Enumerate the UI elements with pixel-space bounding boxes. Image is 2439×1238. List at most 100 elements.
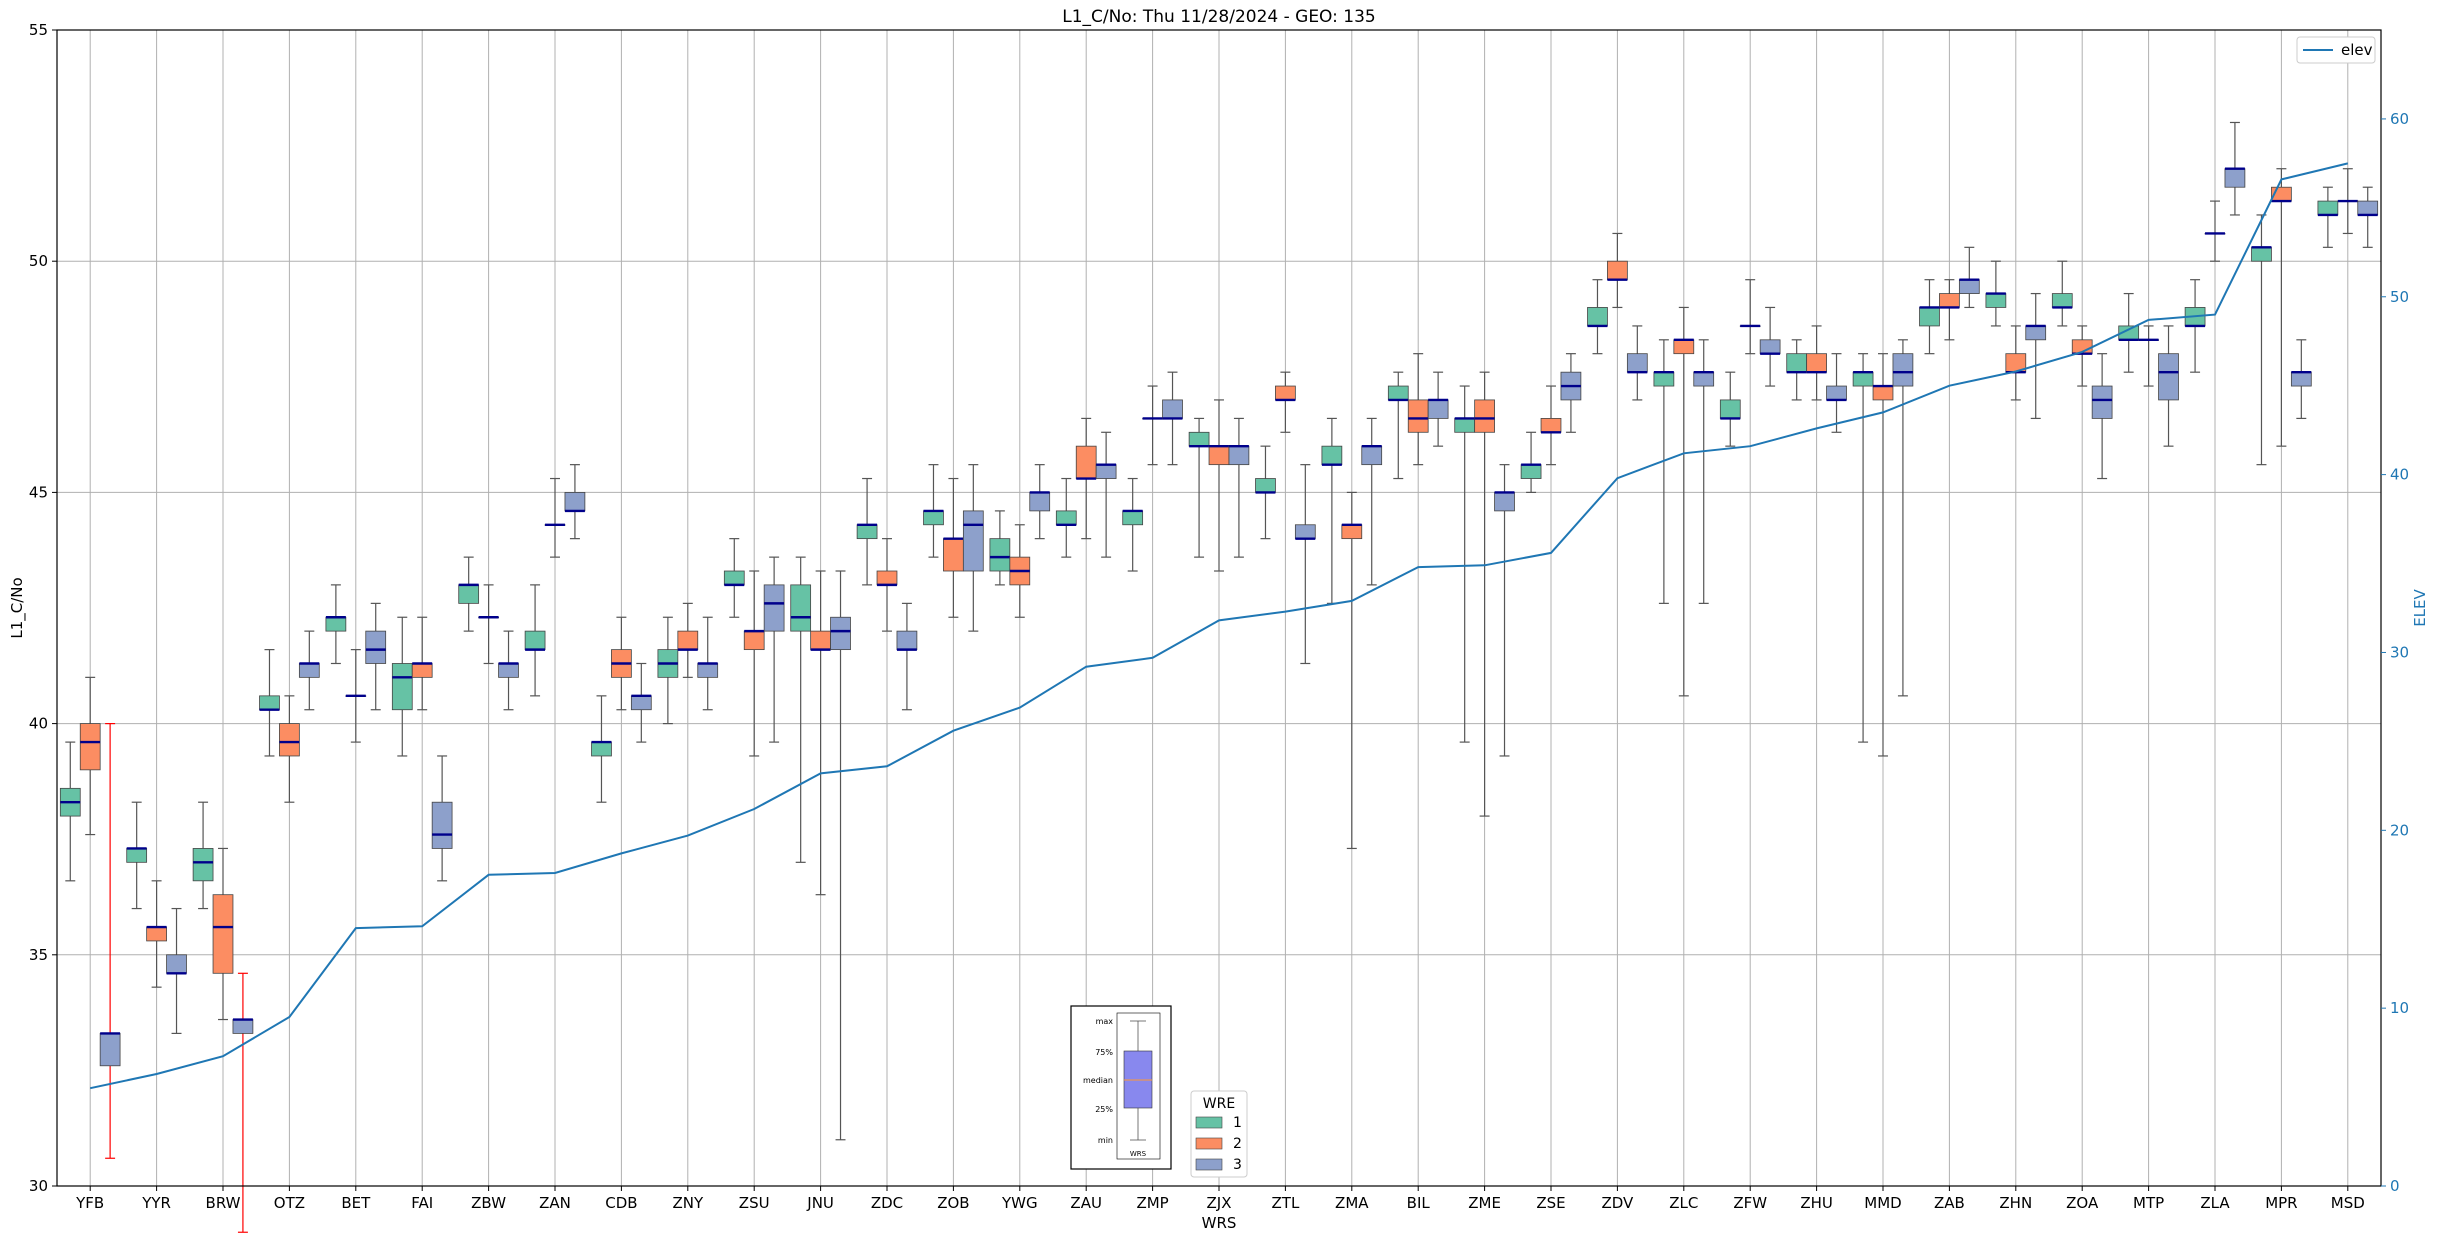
iqr-box (524, 630, 546, 651)
iqr-box (411, 663, 433, 678)
box-ZFW-wre2 (1739, 279, 1761, 355)
box-ZAN-wre3 (564, 464, 586, 540)
y2-tick-label: 0 (2390, 1177, 2400, 1195)
iqr-box (1919, 307, 1940, 327)
box-ZMA-wre2 (1341, 491, 1363, 850)
box-ZME-wre1 (1454, 385, 1476, 743)
iqr-box (298, 663, 320, 678)
x-tick-label: ZBW (471, 1194, 506, 1212)
x-tick-label: ZAU (1070, 1194, 1102, 1212)
y2-tick-label: 50 (2390, 288, 2409, 306)
box-BRW-wre1 (192, 801, 214, 910)
box-BET-wre2 (345, 649, 367, 743)
box-ZSU-wre1 (723, 538, 745, 618)
x-axis-label: WRS (1202, 1214, 1237, 1232)
chart-title: L1_C/No: Thu 11/28/2024 - GEO: 135 (1062, 7, 1375, 27)
wre-legend-label-3: 3 (1233, 1157, 1242, 1173)
x-tick-label: ZTL (1272, 1194, 1300, 1212)
grid-lines (57, 29, 2381, 1187)
box-ZME-wre2 (1474, 371, 1495, 817)
box-ZAB-wre1 (1919, 279, 1940, 355)
iqr-box (1294, 524, 1316, 540)
box-MSD-wre3 (2357, 186, 2379, 248)
box-OTZ-wre2 (279, 695, 300, 803)
iqr-box (943, 538, 964, 572)
iqr-box (1228, 445, 1250, 466)
box-ZAU-wre1 (1055, 477, 1077, 558)
iqr-box (1719, 399, 1741, 419)
x-tick-label: OTZ (274, 1194, 305, 1212)
box-FAI-wre3 (431, 755, 453, 882)
iqr-box (232, 1019, 254, 1034)
iqr-box (2158, 353, 2179, 401)
iqr-box (2224, 168, 2246, 188)
iqr-box (1892, 353, 1914, 387)
iqr-box (1587, 307, 1608, 327)
iqr-box (830, 616, 851, 651)
iqr-box (1341, 524, 1363, 540)
box-ZHU-wre3 (1826, 353, 1847, 433)
box-MTP-wre1 (2118, 292, 2140, 373)
iqr-box (1095, 464, 1117, 479)
box-ZLC-wre3 (1693, 339, 1715, 604)
iqr-box (1673, 339, 1695, 355)
x-tick-label: ZSE (1536, 1194, 1565, 1212)
wre-legend-frame (1190, 1090, 1248, 1178)
box-ZNY-wre3 (697, 616, 719, 711)
box-ZLA-wre2 (2204, 200, 2226, 262)
box-YYR-wre3 (166, 907, 187, 1035)
x-tick-label: JNU (806, 1194, 834, 1212)
y-tick-label: 40 (29, 715, 48, 733)
box-ZTL-wre3 (1294, 464, 1316, 665)
x-tick-label: YYR (141, 1194, 171, 1212)
iqr-box (962, 510, 984, 572)
box-ZDC-wre3 (896, 602, 918, 711)
iqr-box (1520, 464, 1542, 479)
box-MSD-wre2 (2337, 168, 2359, 235)
iqr-box (2290, 371, 2312, 387)
box-ZSU-wre3 (763, 556, 785, 743)
box-OTZ-wre1 (259, 649, 280, 757)
y-tick-label: 30 (29, 1177, 48, 1195)
x-tick-label: BET (341, 1194, 371, 1212)
iqr-box (365, 630, 387, 664)
iqr-box (1361, 445, 1383, 466)
wre-legend: WRE 1 2 3 (1190, 1090, 1248, 1178)
box-ZHN-wre3 (2025, 292, 2047, 420)
x-tick-label: FAI (411, 1194, 433, 1212)
box-ZJX-wre3 (1228, 417, 1250, 558)
box-BRW-wre3 (232, 972, 254, 1233)
box-JNU-wre1 (790, 556, 812, 863)
iqr-box (1474, 399, 1495, 433)
iqr-box (810, 630, 831, 651)
x-tick-label: ZLA (2200, 1194, 2230, 1212)
box-ZMA-wre1 (1321, 417, 1343, 604)
y-tick-label: 50 (29, 252, 48, 270)
box-CDB-wre1 (591, 695, 612, 803)
iqr-box (1387, 385, 1409, 401)
box-ZDV-wre3 (1626, 325, 1648, 401)
x-tick-label: ZOB (937, 1194, 969, 1212)
box-ZOB-wre1 (923, 464, 944, 558)
box-ZAU-wre2 (1075, 417, 1097, 540)
elev-line-layer (89, 162, 2349, 1090)
box-ZAN-wre1 (524, 584, 546, 697)
box-YWG-wre2 (1009, 524, 1031, 618)
box-MPR-wre1 (2251, 214, 2272, 466)
iqr-box (391, 663, 413, 711)
x-tick-label: MSD (2331, 1194, 2365, 1212)
iqr-box (1852, 371, 1874, 387)
iqr-box (923, 510, 944, 526)
iqr-box (279, 723, 300, 757)
box-OTZ-wre3 (298, 630, 320, 711)
box-FAI-wre1 (391, 616, 413, 757)
iqr-box (1407, 399, 1429, 433)
iqr-box (126, 848, 148, 863)
iqr-box (591, 741, 612, 757)
box-ZNY-wre1 (657, 616, 679, 725)
box-JNU-wre3 (830, 570, 851, 1141)
y2-axis-label: ELEV (2411, 588, 2429, 626)
iqr-box (1122, 510, 1144, 526)
box-MMD-wre2 (1872, 353, 1894, 757)
box-ZMP-wre3 (1162, 371, 1183, 466)
